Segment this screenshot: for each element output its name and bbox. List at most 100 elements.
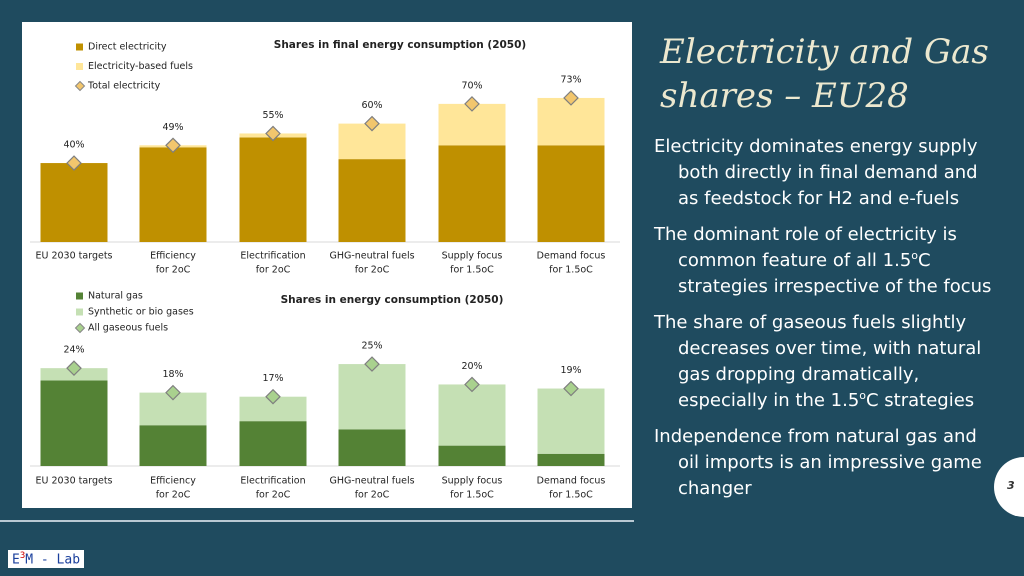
bar-segment xyxy=(338,364,406,430)
bar-segment xyxy=(537,145,605,242)
chart-title: Shares in energy consumption (2050) xyxy=(281,294,504,306)
x-tick-label: Supply focus xyxy=(442,251,503,262)
logo: E3M - Lab xyxy=(8,550,85,569)
x-tick-label: GHG-neutral fuels xyxy=(329,251,414,262)
x-tick-label: for 2oC xyxy=(256,265,291,276)
chart-panel: Shares in final energy consumption (2050… xyxy=(22,22,632,508)
legend-swatch xyxy=(76,63,83,70)
marker xyxy=(464,376,480,393)
bullet-text: C strategies irrespective of the focus xyxy=(678,250,992,297)
x-tick-label: Demand focus xyxy=(537,251,606,262)
x-tick-label: for 2oC xyxy=(355,490,390,501)
logo-text: M - Lab xyxy=(25,552,81,568)
x-tick-label: Supply focus xyxy=(442,476,503,487)
legend-label: Electricity-based fuels xyxy=(88,61,193,72)
bar-segment xyxy=(139,147,207,242)
x-tick-label: Efficiency xyxy=(150,251,196,262)
x-tick-label: for 2oC xyxy=(256,490,291,501)
bar-segment xyxy=(338,429,406,466)
marker xyxy=(66,360,82,377)
data-label: 25% xyxy=(361,341,382,352)
page-number: 3 xyxy=(1007,479,1015,492)
bar-segment xyxy=(537,388,605,454)
bar-segment xyxy=(438,384,506,446)
bullet-text: Electricity dominates energy supply both… xyxy=(654,136,978,209)
data-label: 60% xyxy=(361,100,382,111)
bar-segment xyxy=(537,453,605,466)
legend-label: All gaseous fuels xyxy=(88,323,168,334)
bullet: The dominant role of electricity is comm… xyxy=(654,222,994,300)
bullet: Electricity dominates energy supply both… xyxy=(654,134,994,212)
bullet-text: The dominant role of electricity is comm… xyxy=(654,224,957,271)
data-label: 18% xyxy=(162,369,183,380)
data-label: 24% xyxy=(63,345,84,356)
bullet-list: Electricity dominates energy supply both… xyxy=(654,134,994,512)
bar-segment xyxy=(40,163,108,242)
marker xyxy=(364,356,380,372)
x-tick-label: for 1.5oC xyxy=(450,490,494,501)
title-line: Electricity and Gas xyxy=(660,32,989,72)
bar-segment xyxy=(139,425,207,466)
bar-segment xyxy=(537,97,605,146)
data-label: 49% xyxy=(162,122,183,133)
legend-swatch xyxy=(76,308,83,316)
data-label: 17% xyxy=(262,373,283,384)
marker xyxy=(66,155,82,171)
legend-label: Natural gas xyxy=(88,291,143,302)
bar-segment xyxy=(338,159,406,242)
x-tick-label: EU 2030 targets xyxy=(35,476,112,487)
chart-title: Shares in final energy consumption (2050… xyxy=(274,39,526,51)
logo-text: 3 xyxy=(19,551,26,561)
data-label: 20% xyxy=(461,361,482,372)
x-tick-label: for 2oC xyxy=(156,490,191,501)
x-tick-label: Efficiency xyxy=(150,476,196,487)
marker xyxy=(265,388,281,405)
legend-swatch xyxy=(74,322,86,334)
data-label: 40% xyxy=(63,140,84,151)
legend-label: Total electricity xyxy=(87,81,161,92)
data-label: 55% xyxy=(262,110,283,121)
data-label: 70% xyxy=(461,80,482,91)
slide-title: Electricity and Gas shares – EU28 xyxy=(660,30,1020,118)
marker xyxy=(563,90,579,106)
legend-label: Synthetic or bio gases xyxy=(88,307,194,318)
x-tick-label: EU 2030 targets xyxy=(35,251,112,262)
bullet: Independence from natural gas and oil im… xyxy=(654,424,994,502)
marker xyxy=(165,137,181,154)
charts: Shares in final energy consumption (2050… xyxy=(30,38,620,501)
page-badge: 3 xyxy=(994,457,1024,517)
marker xyxy=(464,96,480,112)
bar-segment xyxy=(40,380,108,466)
x-tick-label: Demand focus xyxy=(537,476,606,487)
x-tick-label: GHG-neutral fuels xyxy=(329,476,414,487)
marker xyxy=(165,384,181,401)
data-label: 73% xyxy=(560,74,581,85)
legend-label: Direct electricity xyxy=(88,42,167,53)
marker xyxy=(563,380,579,397)
bullet-text: C strategies xyxy=(866,390,975,411)
x-tick-label: for 1.5oC xyxy=(549,490,593,501)
bullet-text: o xyxy=(859,389,867,402)
legend-box xyxy=(38,38,230,96)
bullet-text: The share of gaseous fuels slightly decr… xyxy=(654,312,982,411)
x-tick-label: for 1.5oC xyxy=(450,265,494,276)
bar-segment xyxy=(438,145,506,242)
marker xyxy=(265,125,281,142)
data-label: 19% xyxy=(560,365,581,376)
legend-swatch xyxy=(76,292,83,300)
logo-text: E xyxy=(12,552,20,568)
x-tick-label: for 1.5oC xyxy=(549,265,593,276)
bullet-text: o xyxy=(911,249,919,262)
title-line: shares – EU28 xyxy=(660,76,909,116)
bar-segment xyxy=(239,421,307,466)
bullet: The share of gaseous fuels slightly decr… xyxy=(654,310,994,414)
x-tick-label: Electrification xyxy=(240,251,305,262)
bullet-text: Independence from natural gas and oil im… xyxy=(654,426,982,499)
bar-segment xyxy=(438,445,506,466)
x-tick-label: for 2oC xyxy=(355,265,390,276)
x-tick-label: for 2oC xyxy=(156,265,191,276)
legend-swatch xyxy=(76,43,83,51)
legend-swatch xyxy=(74,80,86,92)
divider xyxy=(0,520,634,522)
